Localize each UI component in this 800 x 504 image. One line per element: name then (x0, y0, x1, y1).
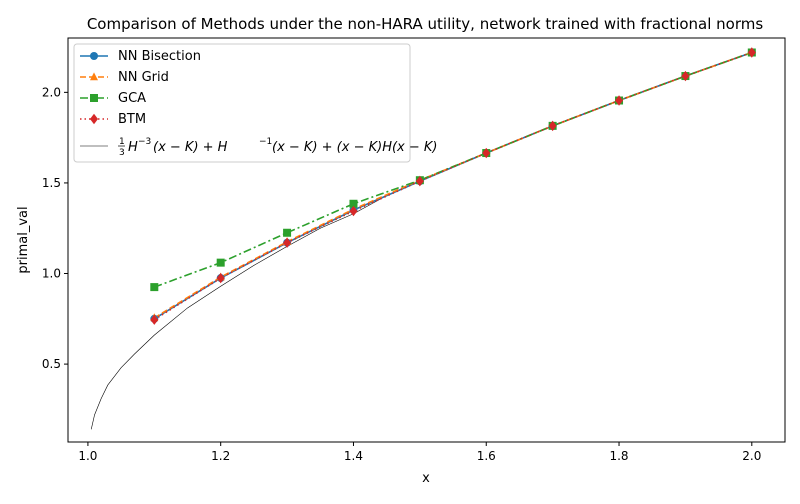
series-line-2 (154, 51, 753, 288)
x-tick-label: 1.6 (477, 449, 496, 463)
legend-expr-tail: (x − K) + (x − K)H(x − K) (272, 140, 438, 155)
data-point-square (283, 228, 292, 237)
y-axis-ticks: 0.5 1.0 1.5 2.0 (42, 85, 68, 371)
x-tick-label: 1.8 (609, 449, 628, 463)
x-axis-ticks: 1.0 1.2 1.4 1.6 1.8 2.0 (78, 442, 761, 463)
data-point-diamond (150, 314, 159, 325)
data-point-diamond (415, 175, 424, 187)
data-point-diamond (747, 47, 756, 58)
data-point-diamond (216, 272, 225, 284)
x-tick-label: 2.0 (742, 449, 761, 463)
x-tick-label: 1.4 (344, 449, 363, 463)
data-point-diamond (615, 95, 624, 106)
legend-label-2: GCA (118, 91, 146, 106)
data-point-diamond (349, 205, 358, 217)
legend-expr-mid: (x − K) + H (153, 140, 228, 155)
legend-marker-circle (90, 52, 98, 60)
y-tick-label: 1.0 (42, 267, 61, 281)
x-axis-label: x (422, 471, 430, 486)
series-line-3 (153, 51, 753, 321)
legend-fraction-numerator: 1 (119, 137, 125, 147)
data-point-square (349, 199, 358, 208)
data-point-diamond (548, 120, 557, 132)
y-axis-label: primal_val (16, 206, 31, 273)
legend-label-3: BTM (118, 112, 146, 127)
y-tick-label: 2.0 (42, 85, 61, 99)
legend-box (73, 43, 411, 163)
data-point-diamond (681, 70, 690, 82)
legend-expr-exp2: −1 (259, 137, 272, 147)
x-tick-label: 1.0 (78, 449, 97, 463)
legend-expr-exp1: −3 (138, 137, 151, 147)
legend-label-1: NN Grid (118, 70, 169, 85)
series-markers-3 (150, 47, 756, 325)
y-tick-label: 0.5 (42, 357, 61, 371)
x-tick-label: 1.2 (211, 449, 230, 463)
data-point-square (150, 283, 159, 292)
y-tick-label: 1.5 (42, 176, 61, 190)
legend-marker-triangle (90, 72, 98, 81)
legend-marker-diamond (90, 113, 98, 125)
legend-fraction-denominator: 3 (119, 148, 125, 158)
data-point-square (216, 258, 225, 267)
data-point-diamond (283, 237, 292, 248)
legend-label-0: NN Bisection (118, 49, 201, 64)
data-point-diamond (482, 147, 491, 159)
legend-marker-square (90, 94, 98, 102)
legend-expr-H1: H (128, 140, 138, 155)
chart-title: Comparison of Methods under the non-HARA… (87, 15, 764, 33)
series-markers (150, 47, 756, 325)
